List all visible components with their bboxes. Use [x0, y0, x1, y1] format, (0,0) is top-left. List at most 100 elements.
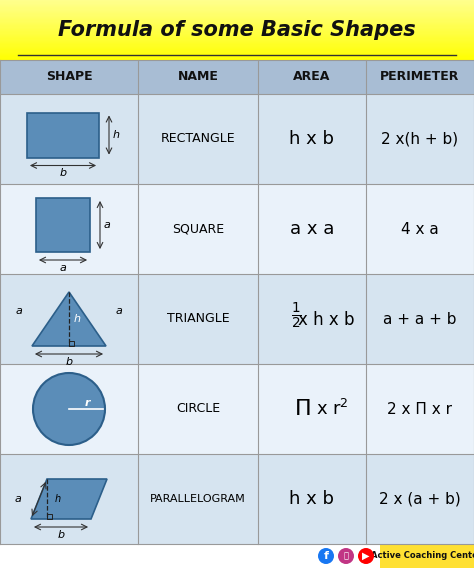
Bar — [0, 17, 474, 18]
Bar — [0, 59, 474, 60]
Text: 2 x(h + b): 2 x(h + b) — [382, 132, 458, 147]
Text: PARALLELOGRAM: PARALLELOGRAM — [150, 494, 246, 504]
Bar — [0, 55, 474, 56]
Text: h: h — [113, 130, 120, 140]
Bar — [0, 54, 474, 55]
Bar — [0, 57, 474, 59]
Bar — [0, 48, 474, 49]
Bar — [0, 19, 474, 20]
Polygon shape — [31, 479, 107, 519]
Polygon shape — [32, 292, 106, 346]
Bar — [27, 112, 99, 157]
Text: h x b: h x b — [290, 490, 335, 508]
Text: b: b — [57, 530, 64, 540]
Bar — [0, 45, 474, 47]
Bar — [0, 94, 474, 184]
Bar — [0, 37, 474, 39]
Bar — [0, 184, 474, 274]
Text: b: b — [59, 169, 66, 178]
Bar — [0, 39, 474, 40]
Text: CIRCLE: CIRCLE — [176, 403, 220, 416]
Text: a: a — [15, 306, 22, 316]
Bar — [380, 544, 474, 568]
Bar — [0, 43, 474, 44]
Bar — [0, 14, 474, 15]
Text: 2 x (a + b): 2 x (a + b) — [379, 491, 461, 507]
Bar — [0, 0, 474, 1]
Bar — [47, 514, 52, 519]
Bar — [0, 31, 474, 32]
Bar — [0, 49, 474, 51]
Bar — [0, 364, 474, 454]
Circle shape — [358, 548, 374, 564]
Bar — [0, 52, 474, 53]
Bar — [0, 25, 474, 26]
Bar — [0, 47, 474, 48]
Text: TRIANGLE: TRIANGLE — [167, 312, 229, 325]
Bar — [0, 51, 474, 52]
Bar — [0, 56, 474, 57]
Text: 4 x a: 4 x a — [401, 222, 439, 236]
Bar — [0, 30, 474, 31]
Text: a: a — [104, 220, 111, 230]
Text: SQUARE: SQUARE — [172, 223, 224, 236]
Bar — [0, 44, 474, 45]
Bar — [0, 32, 474, 34]
Bar — [69, 341, 74, 346]
Text: $\frac{1}{2}$: $\frac{1}{2}$ — [291, 301, 301, 331]
Text: a: a — [116, 306, 123, 316]
Bar — [0, 28, 474, 29]
Bar — [0, 2, 474, 3]
Text: a: a — [14, 494, 21, 504]
Bar — [0, 13, 474, 14]
Bar — [36, 198, 90, 252]
Bar — [0, 42, 474, 43]
Bar — [0, 454, 474, 544]
Bar — [0, 36, 474, 37]
Bar — [0, 29, 474, 30]
Text: Active Coaching Center: Active Coaching Center — [372, 552, 474, 561]
Text: x h x b: x h x b — [298, 311, 354, 329]
Bar — [0, 34, 474, 35]
Text: a: a — [60, 263, 66, 273]
Bar — [0, 26, 474, 28]
Bar — [0, 9, 474, 10]
Bar — [0, 7, 474, 9]
Bar — [0, 41, 474, 42]
Bar — [0, 5, 474, 6]
Text: h x b: h x b — [290, 130, 335, 148]
Text: b: b — [65, 357, 73, 367]
Text: PERIMETER: PERIMETER — [380, 70, 460, 83]
Text: f: f — [323, 551, 328, 561]
Text: SHAPE: SHAPE — [46, 70, 92, 83]
Bar — [0, 20, 474, 22]
Text: ▶: ▶ — [362, 551, 370, 561]
Text: NAME: NAME — [178, 70, 219, 83]
Bar — [0, 18, 474, 19]
Text: 2 x Π x r: 2 x Π x r — [388, 402, 453, 416]
Text: h: h — [74, 314, 81, 324]
Bar — [0, 11, 474, 12]
Circle shape — [338, 548, 354, 564]
Text: a x a: a x a — [290, 220, 334, 238]
Bar — [0, 12, 474, 13]
Bar — [0, 1, 474, 2]
Bar — [0, 6, 474, 7]
Bar — [0, 60, 474, 94]
Text: Formula of some Basic Shapes: Formula of some Basic Shapes — [58, 20, 416, 40]
Text: r: r — [84, 398, 90, 408]
Text: RECTANGLE: RECTANGLE — [161, 132, 235, 145]
Text: a + a + b: a + a + b — [383, 311, 457, 327]
Bar — [0, 24, 474, 25]
Circle shape — [33, 373, 105, 445]
Bar — [0, 35, 474, 36]
Bar — [0, 23, 474, 24]
Text: h: h — [55, 494, 61, 504]
Circle shape — [318, 548, 334, 564]
Bar — [0, 15, 474, 17]
Bar — [0, 3, 474, 5]
Bar — [0, 10, 474, 11]
Bar — [0, 274, 474, 364]
Bar — [0, 22, 474, 23]
Text: AREA: AREA — [293, 70, 331, 83]
